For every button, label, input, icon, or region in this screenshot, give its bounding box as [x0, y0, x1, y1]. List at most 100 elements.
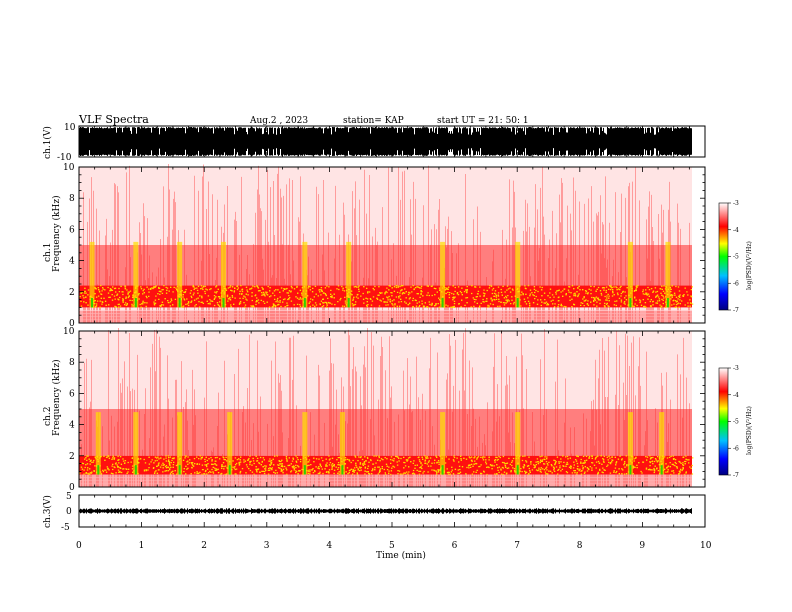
- ch1-spec-ytick-label: 2: [69, 288, 75, 298]
- ch1-spec-burst-core-4: [303, 298, 306, 308]
- ch1-spec-ylabel-line1: ch.1: [43, 243, 53, 262]
- ch1-spec-burst-1: [133, 241, 139, 308]
- ch2-spec-ylabel-line2: Frequency (kHz): [51, 359, 62, 436]
- ch2-spec-ytick-label: 10: [63, 327, 75, 337]
- ch3-waveform-line: [79, 508, 692, 514]
- ch1-spec-burst-7: [515, 241, 521, 308]
- x-tick-label: 9: [639, 541, 645, 551]
- ch3-wave-ytick-top: 5: [66, 492, 72, 502]
- ch1-cb-label: -7: [733, 307, 739, 314]
- ch1-waveform-trace: [79, 127, 692, 156]
- ch2-spec-ytick-label: 6: [69, 389, 75, 399]
- ch1-cb-label: -4: [733, 227, 739, 234]
- ch1-spec-burst-4: [302, 241, 308, 308]
- x-tick-label: 10: [700, 541, 712, 551]
- ch1-spectrogram-image: [79, 163, 694, 323]
- ch1-spec-burst-core-2: [178, 298, 181, 308]
- ch1-spec-burst-5: [346, 241, 352, 308]
- ch1-spec-burst-3: [220, 241, 226, 308]
- figure-title: VLF Spectra: [78, 113, 149, 126]
- ch2-cb-label: -6: [733, 445, 739, 452]
- ch2-spec-burst-core-1: [134, 465, 137, 475]
- x-tick-label: 3: [264, 541, 270, 551]
- x-tick-label: 7: [514, 541, 520, 551]
- ch1-wave-ylabel: ch.1(V): [42, 126, 53, 159]
- ch2-spec-burst-2: [177, 412, 183, 475]
- ch1-colorbar-scale: [718, 202, 729, 311]
- date-label: Aug.2 , 2023: [249, 116, 308, 126]
- ch1-waveform-line: [79, 127, 692, 156]
- x-tick-label: 1: [139, 541, 145, 551]
- ch2-colorbar-ticks: -3 -4 -5 -6 -7: [728, 365, 739, 479]
- ch2-cb-label: -5: [733, 419, 739, 426]
- ch1-spec-ytick-label: 10: [63, 163, 75, 173]
- ch1-spec-burst-2: [177, 241, 183, 308]
- ch2-spec-burst-4: [302, 412, 308, 475]
- ch1-spec-burst-core-6: [441, 298, 444, 308]
- x-tick-label: 5: [389, 541, 395, 551]
- ch2-spec-burst-9: [659, 412, 665, 475]
- ch1-colorbar: -3 -4 -5 -6 -7 log(PSD)(V²/Hz): [718, 200, 753, 314]
- ch2-colorbar-label: log(PSD)(V²/Hz): [746, 406, 753, 455]
- ch1-spec-low-zone: [79, 310, 692, 323]
- ch2-colorbar: -3 -4 -5 -6 -7 log(PSD)(V²/Hz): [718, 365, 753, 479]
- ch2-spec-ytick-label: 0: [69, 483, 75, 493]
- x-tick-label: 4: [326, 541, 332, 551]
- ch2-spec-low-zone: [79, 474, 692, 487]
- ch2-spec-ylabel-line1: ch.2: [43, 407, 53, 426]
- ch2-spec-burst-core-8: [629, 465, 632, 475]
- x-tick-label: 2: [201, 541, 207, 551]
- ch2-spec-burst-core-5: [341, 465, 344, 475]
- ch2-spec-mid-band: [79, 409, 692, 456]
- ch2-spec-burst-8: [627, 412, 633, 475]
- ch2-spec-burst-6: [440, 412, 446, 475]
- ch1-spec-ytick-label: 6: [69, 225, 75, 235]
- ch2-spec-burst-core-2: [178, 465, 181, 475]
- ch1-spec-burst-core-5: [347, 298, 350, 308]
- ch2-spec-burst-1: [133, 412, 139, 475]
- ch2-spec-yticks: 0 2 4 6 8 10: [63, 327, 705, 493]
- ch1-spectrogram-panel: 0 2 4 6 8 10 ch.1 Frequency (kHz): [43, 163, 706, 329]
- ch1-spec-burst-8: [627, 241, 633, 308]
- start-time-label: start UT = 21: 50: 1: [437, 116, 529, 126]
- ch2-spec-burst-0: [95, 412, 101, 475]
- ch3-wave-ytick-mid: 0: [66, 507, 72, 517]
- ch2-spec-burst-core-6: [441, 465, 444, 475]
- x-axis-ticks: 0 1 2 3 4 5 6 7 8 9 10: [76, 126, 712, 551]
- ch1-spec-burst-core-9: [666, 298, 669, 308]
- ch2-spec-burst-core-9: [660, 465, 663, 475]
- ch1-wave-ytick-bottom: -10: [57, 153, 72, 163]
- x-tick-label: 8: [577, 541, 583, 551]
- ch2-spec-burst-3: [227, 412, 233, 475]
- x-tick-label: 0: [76, 541, 82, 551]
- ch2-cb-label: -7: [733, 472, 739, 479]
- ch1-colorbar-label: log(PSD)(V²/Hz): [746, 241, 753, 290]
- ch2-spectrogram-image: [79, 328, 694, 487]
- ch1-spec-ytick-label: 4: [69, 257, 75, 267]
- ch3-wave-ylabel: ch.3(V): [42, 495, 53, 528]
- x-axis-label: Time (min): [376, 550, 426, 561]
- ch1-spec-burst-core-3: [222, 298, 225, 308]
- ch2-spectrogram-panel: 0 2 4 6 8 10 ch.2 Frequency (kHz): [43, 327, 706, 493]
- ch1-spec-burst-core-1: [134, 298, 137, 308]
- ch1-wave-ytick-top: 10: [64, 123, 76, 133]
- ch2-cb-label: -3: [733, 365, 739, 372]
- ch2-spec-ytick-label: 4: [69, 421, 75, 431]
- ch1-cb-label: -5: [733, 254, 739, 261]
- ch1-spec-burst-6: [440, 241, 446, 308]
- ch1-cb-label: -3: [733, 200, 739, 207]
- ch1-spec-burst-9: [665, 241, 671, 308]
- ch2-colorbar-scale: [718, 367, 729, 476]
- ch1-spec-ylabel-line2: Frequency (kHz): [51, 195, 62, 272]
- ch2-spec-ytick-label: 2: [69, 452, 75, 462]
- station-label: station= KAP: [343, 116, 404, 126]
- ch2-spec-ytick-label: 8: [69, 358, 75, 368]
- ch1-spec-burst-core-8: [629, 298, 632, 308]
- ch1-spec-band-speckle: [79, 284, 694, 309]
- ch1-spec-ytick-label: 0: [69, 319, 75, 329]
- ch1-spec-burst-0: [89, 241, 95, 308]
- ch1-spec-mid-band: [79, 245, 692, 286]
- ch2-spec-burst-5: [339, 412, 345, 475]
- ch2-spec-burst-core-3: [228, 465, 231, 475]
- ch1-colorbar-ticks: -3 -4 -5 -6 -7: [728, 200, 739, 314]
